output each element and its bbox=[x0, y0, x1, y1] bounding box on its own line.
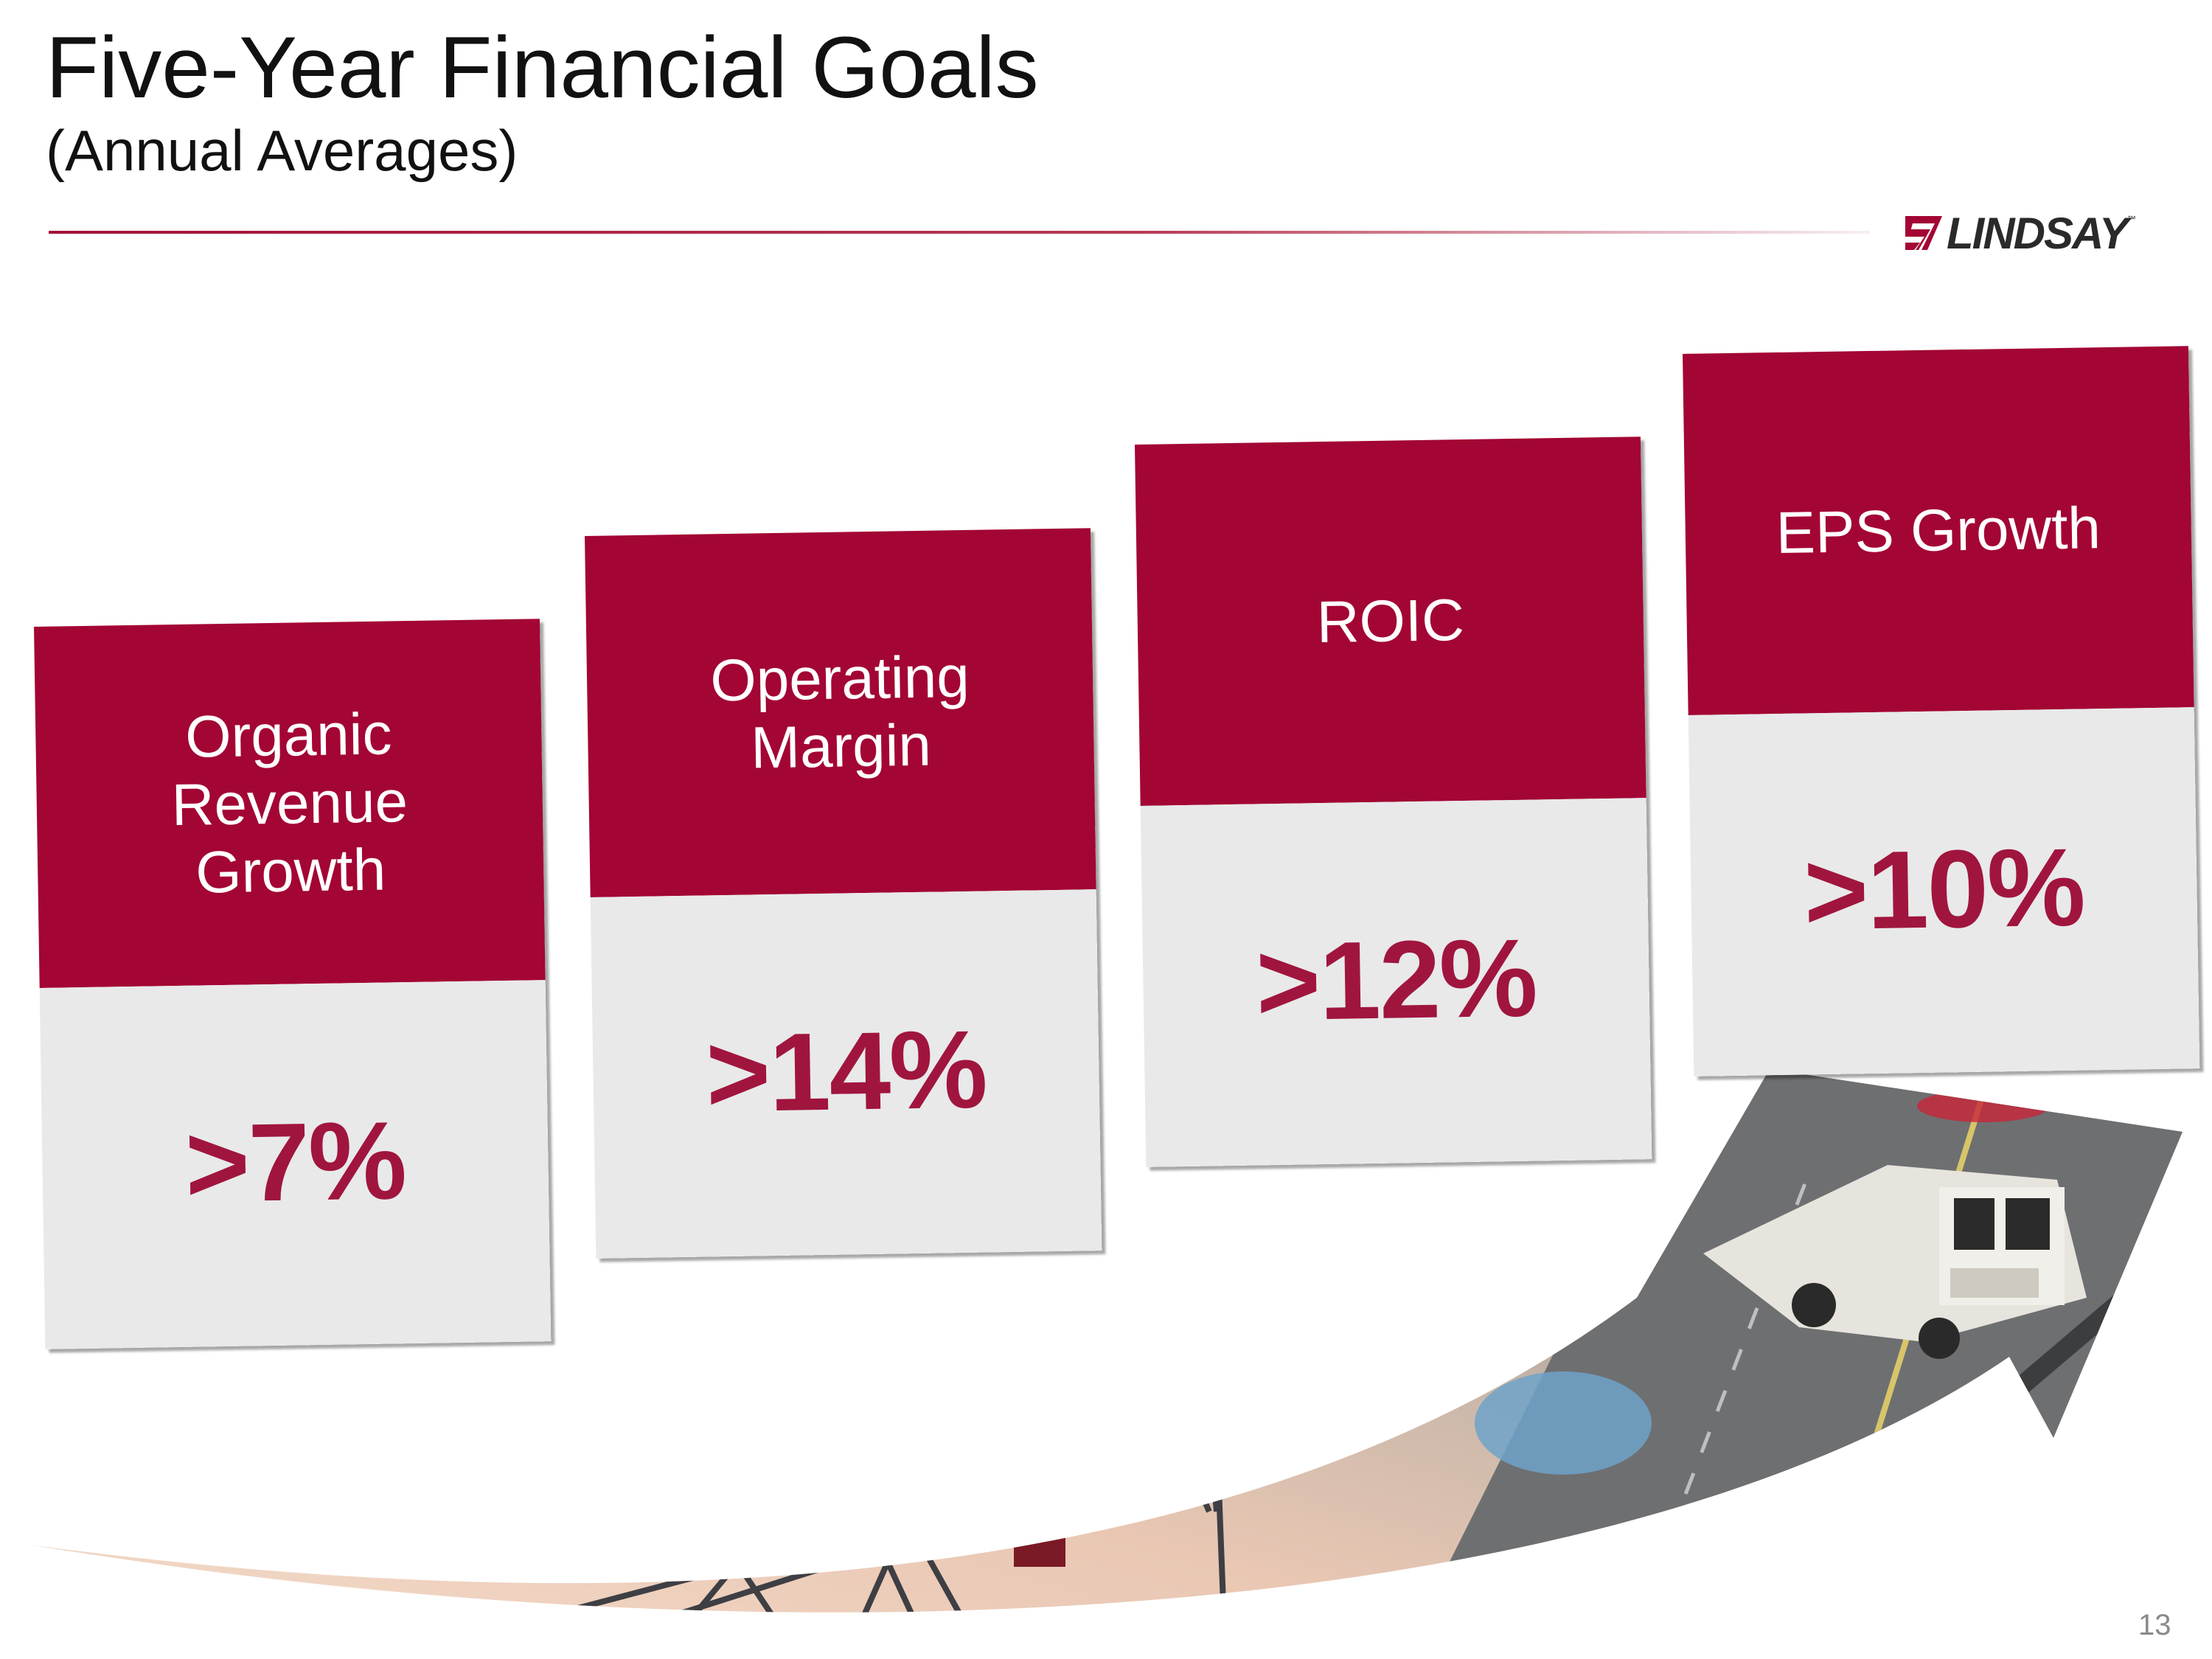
goal-card-value: >14% bbox=[705, 1006, 987, 1135]
goal-card-value: >10% bbox=[1803, 824, 2085, 953]
goal-card-value: >12% bbox=[1255, 915, 1537, 1043]
logo-text: LINDSAY bbox=[1947, 208, 2129, 258]
goal-card-value: >7% bbox=[184, 1097, 406, 1225]
goal-card-body: >12% bbox=[1140, 798, 1652, 1167]
goal-card-roic: ROIC >12% bbox=[1135, 437, 1652, 1167]
page-subtitle: (Annual Averages) bbox=[46, 118, 518, 183]
page-number: 13 bbox=[2138, 1609, 2171, 1641]
goal-card-body: >7% bbox=[39, 980, 552, 1349]
logo-trademark: ™ bbox=[2126, 214, 2136, 224]
lindsay-logo-icon bbox=[1905, 216, 1942, 250]
goal-card-organic-revenue-growth: Organic Revenue Growth >7% bbox=[34, 619, 552, 1349]
goal-card-label: Operating Margin bbox=[709, 643, 970, 781]
goal-card-body: >10% bbox=[1688, 707, 2200, 1077]
goal-card-label: EPS Growth bbox=[1775, 495, 2101, 566]
goal-card-body: >14% bbox=[590, 889, 1102, 1259]
goal-card-label: ROIC bbox=[1316, 587, 1465, 655]
goal-card-operating-margin: Operating Margin >14% bbox=[585, 528, 1102, 1259]
lindsay-logo: LINDSAY ™ bbox=[1905, 209, 2136, 258]
goal-card-header: Operating Margin bbox=[585, 528, 1096, 897]
goal-card-eps-growth: EPS Growth >10% bbox=[1683, 346, 2200, 1077]
title-divider bbox=[49, 231, 1870, 234]
goal-card-label: Organic Revenue Growth bbox=[170, 700, 408, 905]
goal-card-header: Organic Revenue Growth bbox=[34, 619, 546, 988]
goal-card-header: EPS Growth bbox=[1683, 346, 2194, 715]
page-title: Five-Year Financial Goals bbox=[46, 19, 1039, 116]
road-truck-image bbox=[1703, 1165, 2087, 1359]
goal-card-header: ROIC bbox=[1135, 437, 1646, 806]
